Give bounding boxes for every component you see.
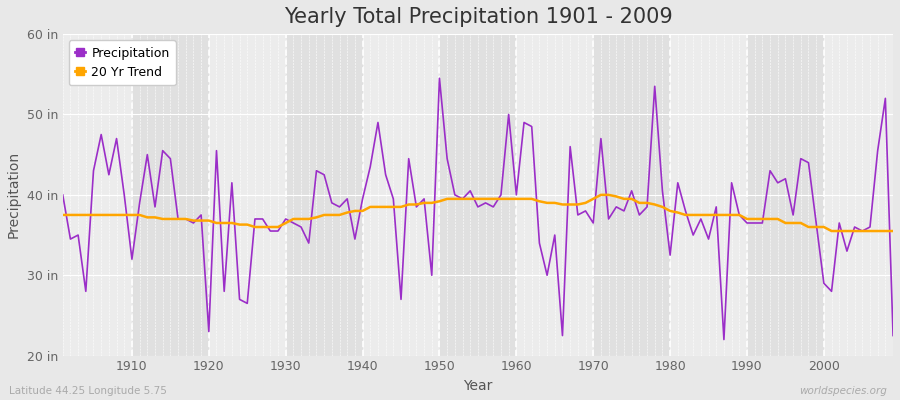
20 Yr Trend <box>58 212 68 217</box>
20 Yr Trend <box>334 212 345 217</box>
Bar <box>670 34 747 356</box>
Precipitation <box>518 120 529 125</box>
Precipitation <box>434 76 445 81</box>
Precipitation <box>511 192 522 197</box>
Bar <box>439 34 517 356</box>
Text: Latitude 44.25 Longitude 5.75: Latitude 44.25 Longitude 5.75 <box>9 386 166 396</box>
Legend: Precipitation, 20 Yr Trend: Precipitation, 20 Yr Trend <box>69 40 176 85</box>
Bar <box>285 34 363 356</box>
Precipitation <box>718 337 729 342</box>
20 Yr Trend <box>826 229 837 234</box>
Bar <box>824 34 893 356</box>
Line: 20 Yr Trend: 20 Yr Trend <box>63 195 893 231</box>
Precipitation <box>288 220 299 225</box>
20 Yr Trend <box>887 229 898 234</box>
Bar <box>132 34 209 356</box>
20 Yr Trend <box>611 194 622 199</box>
20 Yr Trend <box>119 212 130 217</box>
20 Yr Trend <box>503 196 514 201</box>
20 Yr Trend <box>511 196 522 201</box>
Precipitation <box>611 204 622 209</box>
Bar <box>209 34 285 356</box>
Bar <box>593 34 670 356</box>
Y-axis label: Precipitation: Precipitation <box>7 151 21 238</box>
Precipitation <box>119 192 130 197</box>
X-axis label: Year: Year <box>464 379 492 393</box>
Bar <box>63 34 132 356</box>
Text: worldspecies.org: worldspecies.org <box>798 386 886 396</box>
Bar <box>363 34 439 356</box>
Precipitation <box>334 204 345 209</box>
20 Yr Trend <box>288 216 299 221</box>
Precipitation <box>58 192 68 197</box>
Precipitation <box>887 333 898 338</box>
Title: Yearly Total Precipitation 1901 - 2009: Yearly Total Precipitation 1901 - 2009 <box>284 7 672 27</box>
Bar <box>747 34 824 356</box>
Bar <box>517 34 593 356</box>
Line: Precipitation: Precipitation <box>63 78 893 340</box>
20 Yr Trend <box>596 192 607 197</box>
